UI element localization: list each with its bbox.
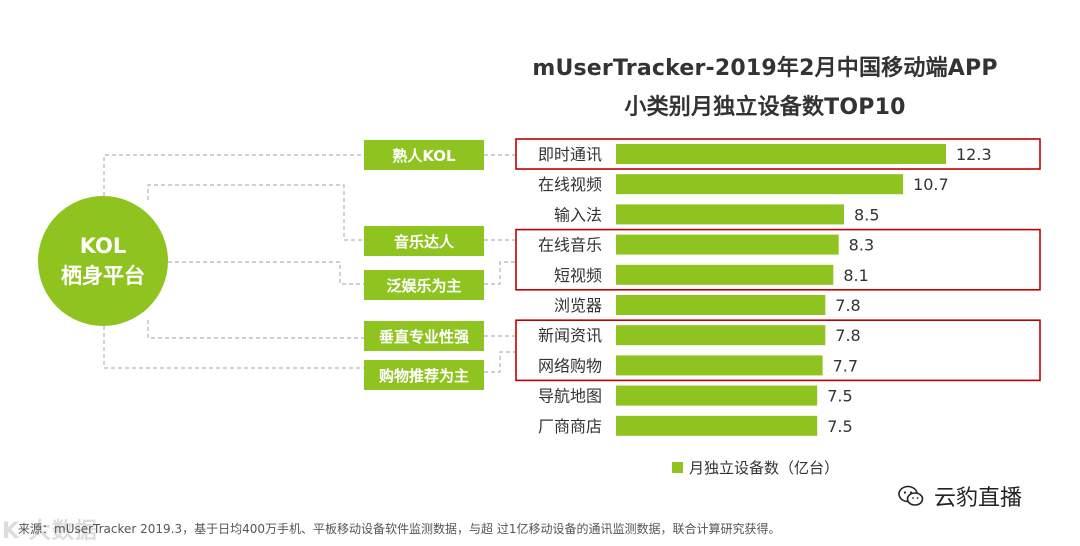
value-label-0: 12.3	[956, 145, 992, 164]
category-label-8: 导航地图	[538, 387, 602, 406]
bar-8	[616, 385, 818, 406]
value-label-2: 8.5	[854, 205, 879, 224]
category-label-3: 在线音乐	[538, 236, 602, 255]
bar-4	[616, 264, 834, 285]
source-footnote: 来源：mUserTracker 2019.3，基于日均400万手机、平板移动设备…	[18, 522, 781, 536]
value-label-7: 7.7	[833, 356, 858, 375]
connector-line-2	[168, 261, 364, 285]
highlight-boxes	[515, 138, 1041, 382]
category-label-4: 短视频	[554, 266, 602, 285]
tag-entertainment: 泛娱乐为主	[364, 270, 484, 300]
value-label-9: 7.5	[827, 417, 852, 436]
watermark: K 大数据	[2, 519, 98, 544]
legend-swatch	[672, 462, 683, 473]
highlight-box-2	[515, 319, 1041, 382]
bar-6	[616, 325, 826, 346]
category-label-0: 即时通讯	[538, 145, 602, 164]
chart-title-line2: 小类别月独立设备数TOP10	[624, 95, 906, 120]
value-label-1: 10.7	[913, 175, 949, 194]
chart-legend: 月独立设备数（亿台）	[672, 457, 839, 478]
tag-acquaintance-kol: 熟人KOL	[364, 140, 484, 170]
kol-circle-line2: 栖身平台	[61, 264, 145, 288]
brand-logo: 云豹直播	[898, 480, 1022, 512]
tag-vertical-professional: 垂直专业性强	[364, 321, 484, 351]
value-label-5: 7.8	[835, 296, 860, 315]
bar-0	[616, 144, 946, 164]
wechat-icon	[898, 485, 924, 506]
kol-platform-circle: KOL 栖身平台	[38, 196, 168, 326]
category-label-1: 在线视频	[538, 175, 602, 194]
bar-7	[616, 355, 823, 376]
tag-music-talent: 音乐达人	[364, 226, 484, 256]
chart-title-line1: mUserTracker-2019年2月中国移动端APP	[532, 56, 998, 81]
tag-shopping-recommend: 购物推荐为主	[364, 360, 484, 390]
category-label-5: 浏览器	[554, 296, 602, 315]
connector-line-9	[484, 351, 516, 373]
connector-line-0	[103, 154, 364, 196]
connector-line-1	[147, 184, 364, 241]
brand-name: 云豹直播	[934, 486, 1023, 511]
category-label-9: 厂商商店	[538, 417, 602, 436]
connector-line-3	[147, 320, 364, 339]
value-label-4: 8.1	[843, 266, 868, 285]
kol-circle-line1: KOL	[79, 234, 127, 258]
bar-5	[616, 295, 826, 315]
highlight-box-1	[515, 228, 1041, 291]
legend-label: 月独立设备数（亿台）	[689, 459, 840, 477]
bar-1	[616, 174, 904, 195]
category-label-2: 输入法	[554, 205, 602, 224]
highlight-box-0	[515, 138, 1041, 170]
bar-3	[616, 234, 839, 255]
category-label-6: 新闻资讯	[538, 326, 602, 345]
connector-line-7	[484, 261, 516, 285]
value-label-8: 7.5	[827, 387, 852, 406]
value-label-3: 8.3	[849, 236, 874, 255]
bar-9	[616, 415, 818, 436]
bar-2	[616, 204, 844, 225]
bars	[616, 144, 946, 436]
kol-connectors	[103, 154, 516, 373]
category-label-7: 网络购物	[538, 356, 602, 375]
value-label-6: 7.8	[835, 326, 860, 345]
connector-line-4	[103, 326, 364, 369]
value-labels: 12.3 10.7 8.5 8.3 8.1 7.8 7.8 7.7 7.5 7.5	[827, 145, 991, 436]
